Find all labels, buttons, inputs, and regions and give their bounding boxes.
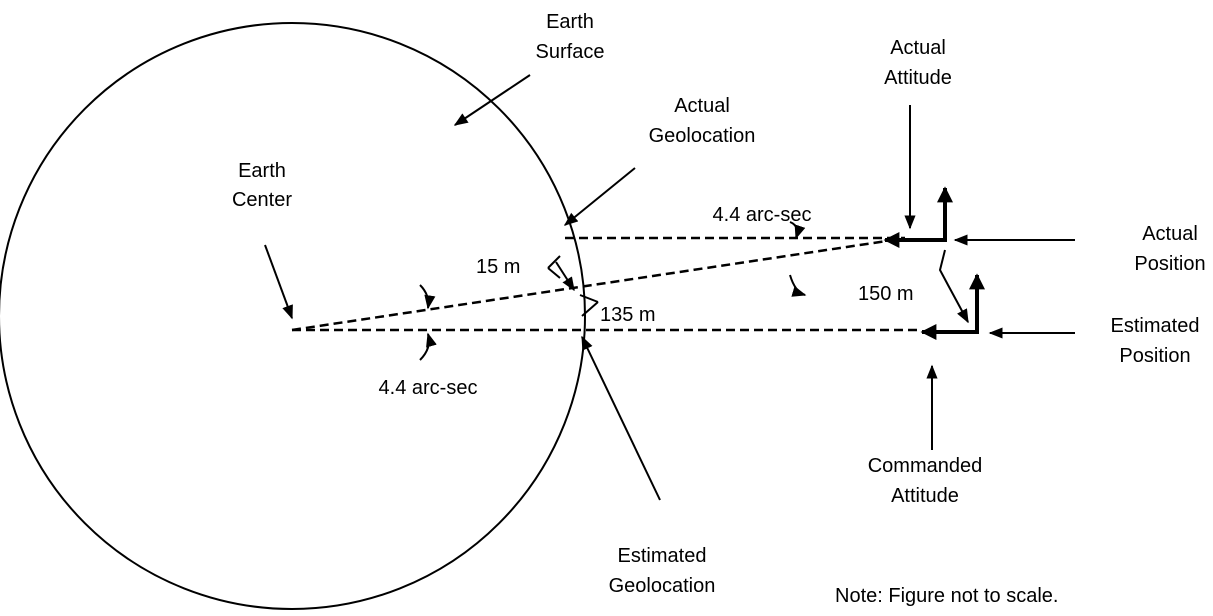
label: Geolocation bbox=[609, 575, 716, 597]
arrow bbox=[581, 335, 661, 501]
angle-arrow bbox=[419, 284, 436, 310]
arrow bbox=[264, 244, 293, 320]
label: Actual bbox=[890, 37, 946, 59]
label: Geolocation bbox=[649, 125, 756, 147]
label: Actual bbox=[674, 95, 730, 117]
label: Attitude bbox=[891, 485, 959, 507]
label: Actual bbox=[1142, 223, 1198, 245]
angle-arrow bbox=[789, 274, 807, 297]
shapes bbox=[0, 22, 1075, 610]
label: Earth bbox=[546, 11, 594, 33]
label: 15 m bbox=[476, 256, 520, 278]
arrow bbox=[453, 74, 531, 126]
angle-arrow bbox=[419, 332, 437, 361]
label: Earth bbox=[238, 160, 286, 182]
label: Estimated bbox=[618, 545, 707, 567]
label: Center bbox=[232, 189, 292, 211]
label: Position bbox=[1119, 345, 1190, 367]
label: Estimated bbox=[1111, 315, 1200, 337]
label: 4.4 arc-sec bbox=[379, 377, 478, 399]
label: Surface bbox=[536, 41, 605, 63]
bracket bbox=[547, 255, 574, 290]
label: 135 m bbox=[600, 304, 656, 326]
actual-line bbox=[291, 237, 901, 332]
earth bbox=[0, 22, 586, 610]
label: Commanded bbox=[868, 455, 983, 477]
angle-arrow bbox=[789, 221, 806, 240]
label: 4.4 arc-sec bbox=[713, 204, 812, 226]
bracket bbox=[579, 294, 599, 317]
label: Attitude bbox=[884, 67, 952, 89]
label: 150 m bbox=[858, 283, 914, 305]
bracket bbox=[938, 249, 968, 322]
label: Position bbox=[1134, 253, 1205, 275]
note: Note: Figure not to scale. bbox=[835, 585, 1058, 607]
arrow bbox=[563, 167, 636, 226]
